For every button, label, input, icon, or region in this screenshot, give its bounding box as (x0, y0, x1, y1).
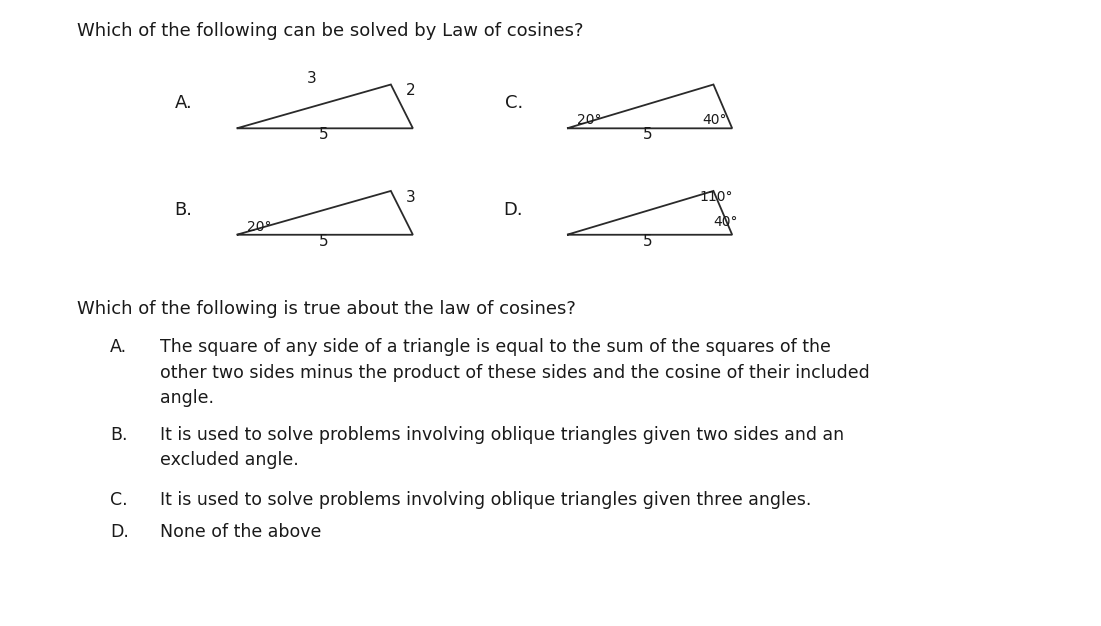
Text: D.: D. (503, 201, 523, 218)
Text: B.: B. (110, 426, 128, 444)
Text: It is used to solve problems involving oblique triangles given three angles.: It is used to solve problems involving o… (160, 491, 811, 510)
Text: 5: 5 (319, 233, 328, 249)
Text: 5: 5 (319, 127, 328, 142)
Text: Which of the following is true about the law of cosines?: Which of the following is true about the… (77, 300, 576, 319)
Text: It is used to solve problems involving oblique triangles given two sides and an
: It is used to solve problems involving o… (160, 426, 843, 470)
Text: None of the above: None of the above (160, 523, 321, 541)
Text: A.: A. (110, 338, 128, 356)
Text: 40°: 40° (713, 215, 738, 229)
Text: 20°: 20° (247, 220, 271, 233)
Text: C.: C. (504, 95, 523, 112)
Text: 110°: 110° (699, 190, 732, 204)
Text: C.: C. (110, 491, 128, 510)
Text: D.: D. (110, 523, 129, 541)
Text: Which of the following can be solved by Law of cosines?: Which of the following can be solved by … (77, 22, 584, 40)
Text: 3: 3 (406, 190, 415, 205)
Text: A.: A. (175, 95, 193, 112)
Text: 5: 5 (643, 127, 652, 142)
Text: 2: 2 (406, 83, 415, 98)
Text: 3: 3 (307, 71, 316, 86)
Text: 20°: 20° (577, 113, 601, 127)
Text: The square of any side of a triangle is equal to the sum of the squares of the
o: The square of any side of a triangle is … (160, 338, 870, 408)
Text: 40°: 40° (702, 113, 727, 127)
Text: B.: B. (175, 201, 193, 218)
Text: 5: 5 (643, 233, 652, 249)
